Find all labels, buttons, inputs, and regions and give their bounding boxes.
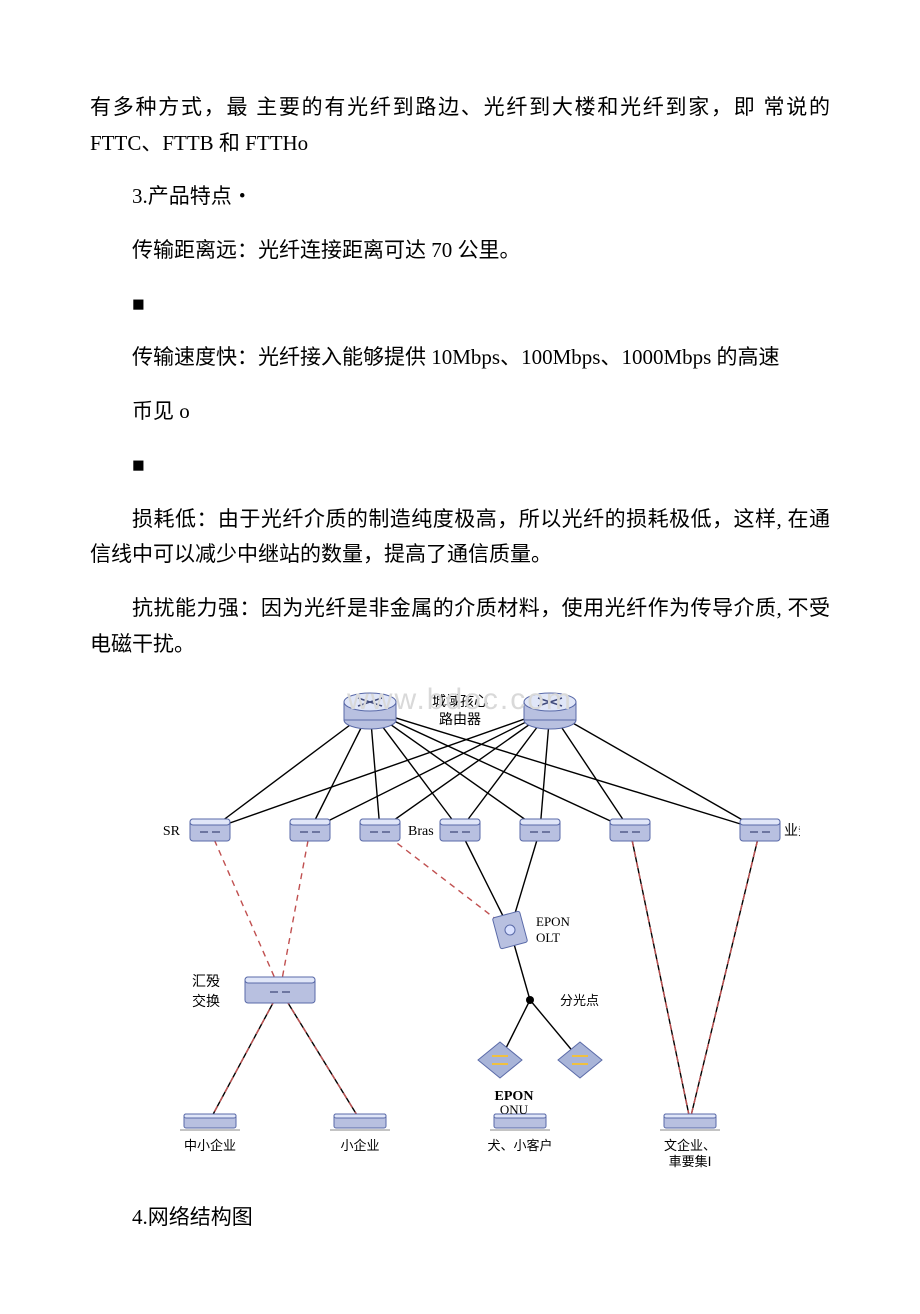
svg-text:分光点: 分光点 — [560, 993, 599, 1008]
paragraph-speed: 传输速度快：光纤接入能够提供 10Mbps、100Mbps、1000Mbps 的… — [90, 340, 830, 376]
bullet-square-2: ■ — [90, 448, 830, 484]
heading-features: 3.产品特点・ — [90, 179, 830, 215]
bullet-square-1: ■ — [90, 287, 830, 323]
svg-text:犬、小客户: 犬、小客户 — [487, 1138, 552, 1153]
svg-text:中小企业: 中小企业 — [184, 1138, 236, 1153]
svg-text:交换: 交换 — [192, 993, 220, 1010]
heading-topology: 4.网络结构图 — [90, 1200, 830, 1236]
svg-text:业务控制层: 业务控制层 — [784, 823, 800, 839]
svg-text:SR: SR — [163, 824, 181, 839]
svg-text:EPON: EPON — [536, 914, 571, 929]
svg-text:路由器: 路由器 — [439, 712, 481, 728]
svg-text:小企业: 小企业 — [340, 1138, 379, 1153]
svg-text:Bras: Bras — [408, 824, 434, 839]
svg-text:文企业、: 文企业、 — [664, 1138, 716, 1153]
paragraph-intro: 有多种方式，最 主要的有光纤到路边、光纤到大楼和光纤到家，即 常说的 FTTC、… — [90, 90, 830, 161]
document-page: 有多种方式，最 主要的有光纤到路边、光纤到大楼和光纤到家，即 常说的 FTTC、… — [0, 0, 920, 1314]
paragraph-distance: 传输距离远：光纤连接距离可达 70 公里。 — [90, 233, 830, 269]
paragraph-speed-tail: 币见 o — [90, 394, 830, 430]
network-svg: 城域孩心路由器SRBras业务控制层汇殁交换EPONOLT分光点中小企业小企业E… — [120, 680, 800, 1180]
svg-text:汇殁: 汇殁 — [192, 974, 220, 990]
network-diagram: www.bdoc.com 城域孩心路由器SRBras业务控制层汇殁交换EPONO… — [120, 680, 800, 1180]
paragraph-interference: 抗扰能力强：因为光纤是非金属的介质材料，使用光纤作为传导介质, 不受电磁干扰。 — [90, 591, 830, 662]
svg-text:城域孩心: 城域孩心 — [432, 694, 488, 710]
svg-text:車要集Ⅰ: 車要集Ⅰ — [669, 1154, 712, 1169]
svg-text:OLT: OLT — [536, 930, 560, 945]
svg-text:ONU: ONU — [500, 1102, 529, 1117]
paragraph-loss: 损耗低：由于光纤介质的制造纯度极高，所以光纤的损耗极低，这样, 在通信线中可以减… — [90, 502, 830, 573]
